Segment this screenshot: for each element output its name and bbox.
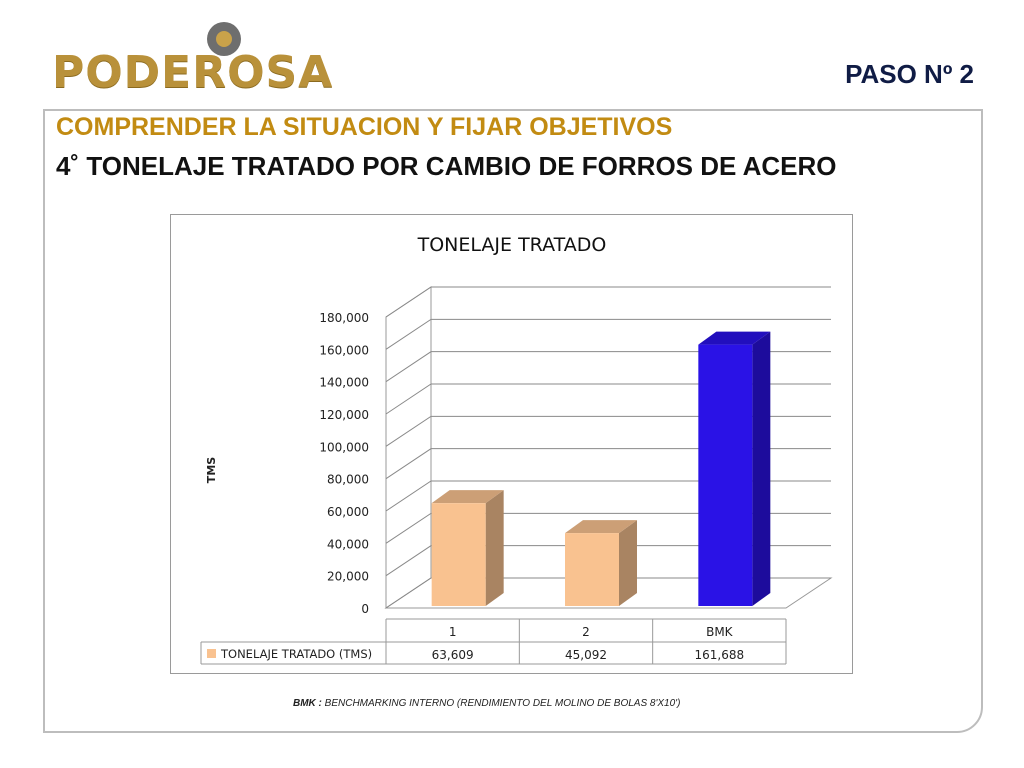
chart-container: TONELAJE TRATADO 0 20,000 40,000 60,000 80,00… (170, 214, 853, 674)
data-label: 63,609 (432, 648, 474, 662)
y-tick-label: 100,000 (319, 440, 369, 454)
y-tick-label: 80,000 (327, 473, 369, 487)
gridline (385, 318, 831, 350)
footnote-text: BENCHMARKING INTERNO (RENDIMIENTO DEL MO… (321, 698, 681, 709)
bar-top (431, 490, 504, 504)
category-label: 2 (582, 625, 590, 639)
poderosa-logo: PODEROSA (52, 20, 332, 96)
gridline (385, 415, 831, 447)
logo-emblem (207, 22, 241, 56)
bar-chart: TONELAJE TRATADO 0 20,000 40,000 60,000 80,00… (200, 234, 833, 665)
y-tick-label: 20,000 (327, 570, 369, 584)
gridline (385, 383, 831, 415)
gridline (385, 286, 831, 318)
y-tick-label: 0 (361, 602, 369, 616)
y-axis-label: TMS (205, 457, 218, 483)
footnote: BMK : BENCHMARKING INTERNO (RENDIMIENTO … (293, 698, 680, 709)
data-label: 45,092 (565, 648, 607, 662)
y-tick-label: 60,000 (327, 505, 369, 519)
bar-side (752, 331, 771, 606)
gridline (385, 448, 831, 480)
bar (565, 533, 619, 606)
bar-top (698, 331, 771, 345)
chart-side-wall (385, 286, 432, 609)
gridline (385, 480, 831, 512)
category-label: 1 (449, 625, 457, 639)
bar-top (565, 520, 637, 534)
gridline (385, 545, 831, 577)
footnote-prefix: BMK : (293, 698, 322, 709)
y-tick-label: 140,000 (319, 376, 369, 390)
gridline (385, 577, 831, 609)
y-tick-label: 120,000 (319, 408, 369, 422)
data-label: 161,688 (695, 648, 745, 662)
legend-swatch (207, 649, 216, 658)
legend-label: TONELAJE TRATADO (TMS) (220, 647, 372, 661)
slide-subtitle: 4˚ TONELAJE TRATADO POR CAMBIO DE FORROS… (56, 151, 837, 181)
bar-side (619, 520, 637, 606)
gridline (385, 351, 831, 383)
gridline (385, 512, 831, 544)
bar (698, 344, 753, 606)
slide-title: COMPRENDER LA SITUACION Y FIJAR OBJETIVO… (56, 113, 673, 141)
chart-title: TONELAJE TRATADO (417, 234, 607, 256)
bar (431, 503, 486, 606)
category-label: BMK (706, 625, 734, 639)
bar-side (485, 490, 504, 606)
content-frame (43, 109, 983, 733)
logo-text: PODEROSA (52, 47, 334, 98)
y-tick-label: 40,000 (327, 537, 369, 551)
step-label: PASO Nº 2 (845, 59, 974, 89)
y-tick-label: 180,000 (319, 311, 369, 325)
y-tick-label: 160,000 (319, 343, 369, 357)
